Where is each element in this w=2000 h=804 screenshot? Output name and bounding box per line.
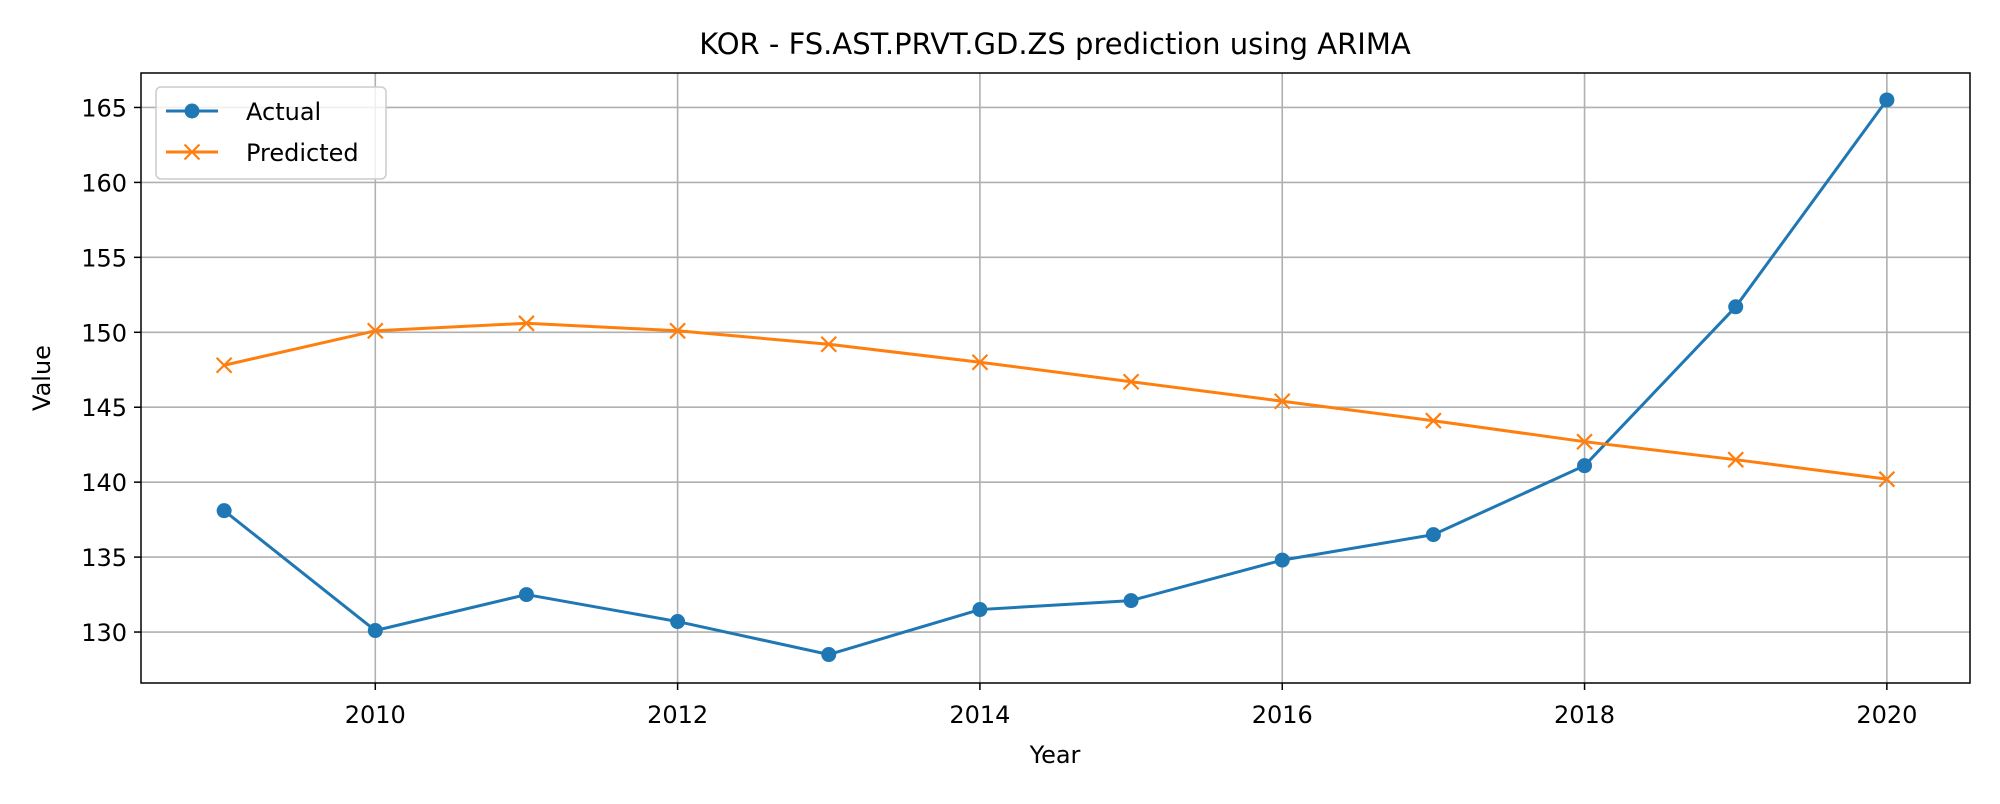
y-tick-label: 160 — [81, 169, 127, 197]
marker-stroke — [518, 315, 535, 332]
actual-point — [972, 602, 988, 618]
plot-area-frame — [140, 72, 1971, 684]
actual-point — [367, 623, 383, 639]
actual-point — [1425, 527, 1441, 543]
x-tick-label: 2014 — [949, 701, 1010, 729]
marker-stroke — [367, 322, 384, 340]
predicted-point — [820, 335, 838, 353]
predicted-point — [367, 322, 384, 340]
predicted-point — [215, 356, 233, 374]
x-tick-label: 2010 — [345, 701, 406, 729]
predicted-line — [223, 321, 1888, 481]
y-tick-label: 135 — [81, 544, 127, 572]
predicted-point — [971, 353, 989, 371]
actual-point — [670, 614, 686, 630]
y-tick-label: 165 — [81, 94, 127, 122]
legend-label-predicted: Predicted — [246, 139, 359, 167]
actual-point — [1274, 552, 1290, 568]
actual-point — [1123, 593, 1139, 609]
gridlines — [141, 73, 1970, 683]
predicted-point — [669, 322, 686, 340]
predicted-point — [518, 315, 535, 332]
legend-marker-predicted — [183, 143, 201, 161]
legend-entry-predicted: Predicted — [166, 139, 359, 167]
series-group — [215, 92, 1896, 663]
actual-point — [216, 503, 232, 519]
marker-stroke — [971, 353, 989, 371]
marker-stroke — [1425, 412, 1442, 429]
predicted-point — [1727, 451, 1744, 468]
marker-stroke — [1273, 392, 1291, 410]
x-tick-label: 2018 — [1554, 701, 1615, 729]
marker-stroke — [215, 356, 233, 374]
marker-stroke — [820, 335, 838, 353]
actual-point — [1879, 92, 1895, 108]
predicted-point — [1273, 392, 1291, 410]
x-tick-label: 2020 — [1856, 701, 1917, 729]
predicted-point — [1576, 433, 1593, 450]
y-axis-label: Value — [28, 345, 56, 411]
predicted-point — [1878, 470, 1896, 488]
actual-point — [1728, 299, 1744, 315]
predicted-series — [215, 315, 1896, 488]
chart-title: KOR - FS.AST.PRVT.GD.ZS prediction using… — [699, 27, 1411, 61]
marker-stroke — [669, 322, 686, 340]
axis-ticks: 2010 2012 2014 2016 2018 2020 130 135 140 145 150 1… — [81, 94, 1917, 729]
legend-label-actual: Actual — [246, 98, 321, 126]
marker-stroke — [183, 143, 201, 161]
predicted-point — [1425, 412, 1442, 429]
marker-stroke — [1878, 470, 1896, 488]
marker-stroke — [1576, 433, 1593, 450]
actual-series — [216, 92, 1895, 663]
actual-point — [1577, 458, 1593, 474]
legend: Actual Predicted — [155, 86, 387, 180]
actual-line — [223, 99, 1889, 657]
y-tick-label: 130 — [81, 619, 127, 647]
y-tick-label: 140 — [81, 469, 127, 497]
legend-entry-actual: Actual — [166, 98, 321, 126]
y-tick-label: 150 — [81, 319, 127, 347]
x-tick-label: 2016 — [1252, 701, 1313, 729]
marker-stroke — [1727, 451, 1744, 468]
actual-point — [821, 647, 837, 663]
legend-marker-actual — [184, 103, 200, 119]
y-tick-label: 145 — [81, 394, 127, 422]
x-axis-label: Year — [1029, 741, 1081, 769]
marker-stroke — [1122, 373, 1140, 391]
y-tick-label: 155 — [81, 244, 127, 272]
actual-point — [518, 587, 534, 603]
x-tick-label: 2012 — [647, 701, 708, 729]
predicted-point — [1122, 373, 1140, 391]
